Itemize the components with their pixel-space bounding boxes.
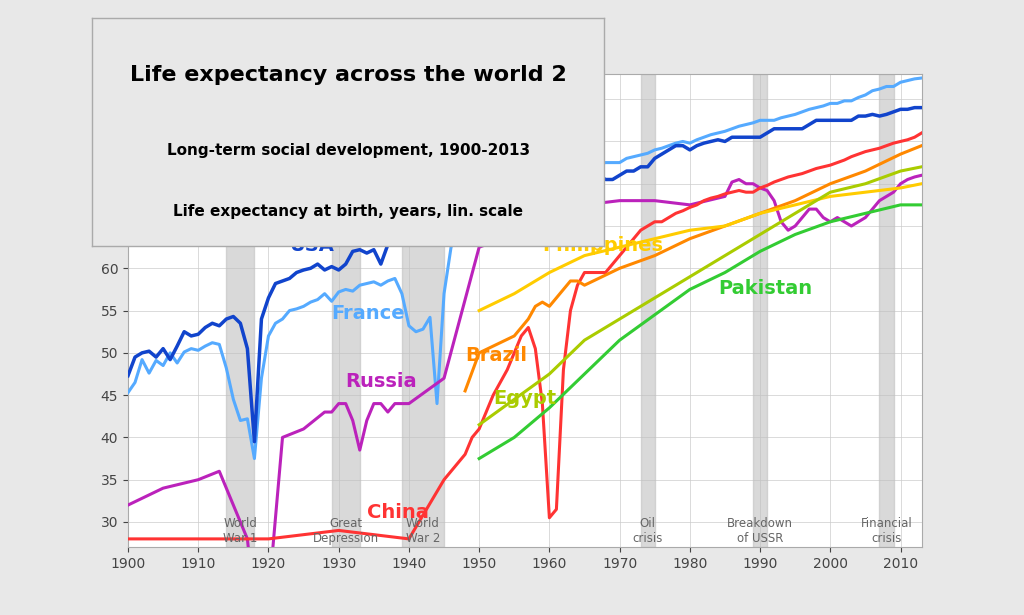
Text: Financial
crisis: Financial crisis	[860, 517, 912, 545]
Text: USA: USA	[290, 236, 335, 255]
Bar	[641, 74, 654, 547]
Text: Brazil: Brazil	[465, 346, 527, 365]
Text: Long-term social development, 1900-2013: Long-term social development, 1900-2013	[167, 143, 529, 158]
Text: Breakdown
of USSR: Breakdown of USSR	[727, 517, 793, 545]
Text: Life expectancy at birth, years, lin. scale: Life expectancy at birth, years, lin. sc…	[173, 204, 523, 220]
Text: Philippines: Philippines	[543, 236, 664, 255]
Text: Egypt: Egypt	[494, 389, 556, 408]
Bar	[753, 74, 767, 547]
Text: Pakistan: Pakistan	[718, 279, 812, 298]
Text: Russia: Russia	[346, 371, 418, 391]
Text: China: China	[367, 502, 429, 522]
Text: Oil
crisis: Oil crisis	[633, 517, 663, 545]
Bar	[226, 74, 254, 547]
Bar	[401, 74, 444, 547]
Text: Life expectancy across the world 2: Life expectancy across the world 2	[130, 65, 566, 85]
Bar	[880, 74, 894, 547]
Text: Great
Depression: Great Depression	[312, 517, 379, 545]
Text: France: France	[332, 304, 406, 323]
Text: World
War 2: World War 2	[406, 517, 440, 545]
Bar	[332, 74, 359, 547]
Text: World
War 1: World War 1	[223, 517, 258, 545]
